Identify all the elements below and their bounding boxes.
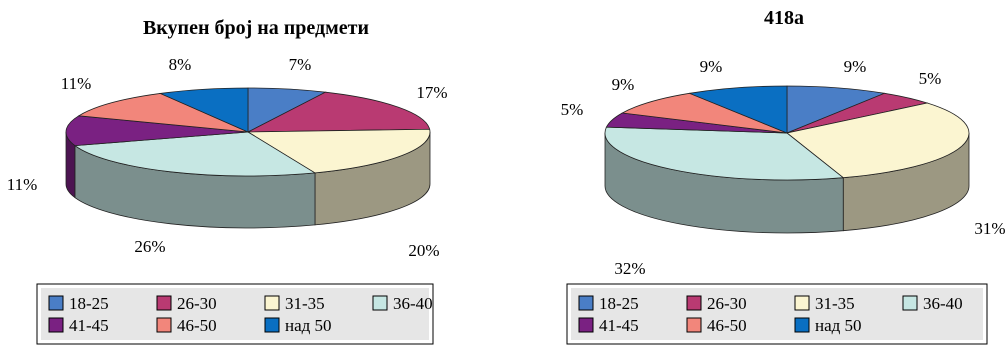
legend-label: над 50: [285, 316, 332, 335]
legend-swatch: [686, 317, 702, 333]
data-label: 7%: [289, 55, 312, 74]
legend-swatch: [794, 317, 810, 333]
legend-label: 31-35: [285, 294, 325, 313]
data-label: 5%: [561, 100, 584, 119]
legend-label: 36-40: [393, 294, 433, 313]
data-label: 5%: [919, 69, 942, 88]
legend-swatch: [48, 317, 64, 333]
legend-label: 46-50: [177, 316, 217, 335]
pie-slice-36-40: [604, 126, 845, 181]
legend-swatch: [372, 295, 388, 311]
legend-label: 26-30: [707, 294, 747, 313]
data-label: 20%: [408, 241, 439, 260]
legend-swatch: [794, 295, 810, 311]
data-label: 32%: [614, 259, 645, 278]
pie-slice-над-50: [688, 85, 788, 134]
legend-label: 46-50: [707, 316, 747, 335]
pie-slice-18-25: [786, 85, 886, 134]
data-label: 31%: [974, 219, 1005, 238]
data-label: 9%: [700, 57, 723, 76]
pie-slice-26-30: [247, 91, 431, 133]
chart-title: Вкупен број на предмети: [143, 17, 369, 39]
chart-title: 418а: [764, 7, 804, 29]
data-label: 9%: [612, 75, 635, 94]
legend-label: 18-25: [69, 294, 109, 313]
data-label: 8%: [169, 55, 192, 74]
pie-slice-36-40: [73, 131, 317, 177]
data-label: 9%: [844, 57, 867, 76]
pie-slice-41-45: [65, 115, 249, 147]
legend-background: [41, 288, 429, 340]
pie-slice-46-50: [77, 93, 249, 133]
pie-slice-46-50: [621, 92, 788, 134]
legend-swatch: [156, 295, 172, 311]
legend-swatch: [578, 295, 594, 311]
pie-slices: [65, 87, 431, 229]
pie-slice-31-35: [246, 128, 431, 174]
pie-slice-31-35: [786, 102, 970, 179]
data-label: 11%: [7, 175, 38, 194]
legend: 18-25 26-30 31-35 36-40 41-45 46-50 над 50: [36, 283, 434, 345]
legend-label: 31-35: [815, 294, 855, 313]
data-label: 17%: [416, 83, 447, 102]
legend: 18-25 26-30 31-35 36-40 41-45 46-50 над 50: [566, 283, 988, 345]
legend-swatch: [902, 295, 918, 311]
legend-swatch: [156, 317, 172, 333]
legend-label: над 50: [815, 316, 862, 335]
legend-label: 41-45: [69, 316, 109, 335]
pie-slices: [604, 85, 970, 234]
legend-label: 26-30: [177, 294, 217, 313]
legend-label: 36-40: [923, 294, 963, 313]
legend-swatch: [264, 295, 280, 311]
legend-swatch: [686, 295, 702, 311]
data-labels: 9% 5% 31% 32% 5% 9% 9%: [561, 57, 1006, 278]
legend-swatch: [578, 317, 594, 333]
data-label: 26%: [134, 237, 165, 256]
data-label: 11%: [61, 74, 92, 93]
legend-swatch: [264, 317, 280, 333]
pie-slice-над-50: [158, 87, 249, 133]
pie-chart-total-cases: Вкупен број на предмети 7% 17% 20% 26% 11% 11…: [7, 17, 448, 345]
legend-label: 41-45: [599, 316, 639, 335]
data-labels: 7% 17% 20% 26% 11% 11% 8%: [7, 55, 448, 260]
legend-swatch: [48, 295, 64, 311]
pie-chart-418a: 418а 9% 5% 31% 32% 5% 9% 9% 18-25 26-30 31-35 36-…: [561, 7, 1006, 345]
legend-label: 18-25: [599, 294, 639, 313]
